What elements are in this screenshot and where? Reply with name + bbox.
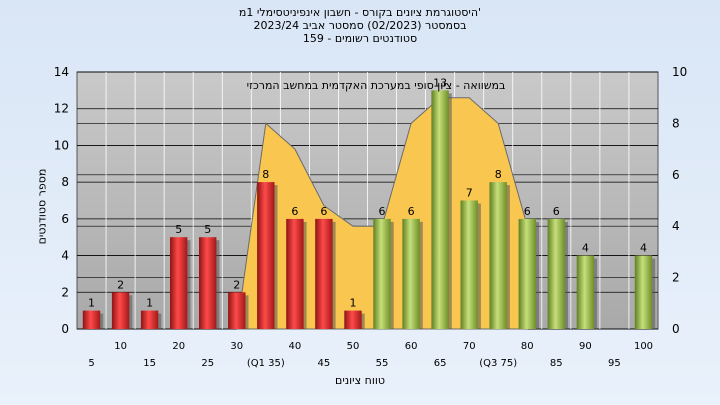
chart-subtitle: במשוואה - ציון סופי במערכת האקדמית במחשב…: [247, 79, 506, 92]
bar-15: [518, 218, 536, 329]
y-tick-label: 10: [54, 138, 69, 152]
x-tick-label: 55: [376, 358, 389, 369]
x-tick-label: (Q1 35): [247, 358, 285, 369]
bar-value-label: 6: [408, 205, 415, 218]
bar-value-label: 1: [146, 297, 153, 310]
bar-value-label: 7: [466, 187, 473, 200]
x-tick-label: 20: [172, 341, 185, 352]
bar-0: [82, 310, 101, 329]
bar-value-label: 5: [204, 223, 211, 236]
bar-7: [286, 218, 304, 329]
x-tick-label: 85: [550, 358, 563, 369]
chart-title-block: היסטוגרמת ציונים בקורס - חשבון אינפיניטס…: [0, 6, 720, 45]
y-axis-title-wrap: מספר סטודנטים: [18, 120, 49, 300]
bar-value-label: 1: [88, 297, 95, 310]
x-tick-label: 10: [114, 341, 127, 352]
area-series-shape: [236, 97, 528, 330]
x-tick-label: 65: [434, 358, 447, 369]
bars-group: [82, 90, 656, 330]
x-tick-label: 30: [230, 341, 243, 352]
y-tick-label: 0: [61, 322, 69, 336]
bar-4: [199, 237, 217, 329]
x-tick-label: 25: [201, 358, 214, 369]
y-axis-title: מספר סטודנטים: [35, 168, 49, 245]
bar-2: [140, 310, 159, 329]
y-tick-label: 6: [61, 212, 69, 226]
bar-value-label: 13: [433, 76, 447, 89]
bar-19: [634, 255, 653, 329]
bar-13: [460, 200, 478, 329]
bar-9: [344, 310, 362, 329]
x-tick-label: 90: [579, 341, 592, 352]
bar-3: [170, 237, 188, 329]
bar-10: [373, 218, 391, 329]
bar-value-label: 2: [117, 278, 124, 291]
bar-value-label: 6: [320, 205, 327, 218]
x-tick-label: 15: [143, 358, 156, 369]
bar-value-label: 1: [350, 297, 357, 310]
bar-value-label: 6: [291, 205, 298, 218]
x-tick-label: 45: [318, 358, 331, 369]
bar-value-label: 6: [553, 205, 560, 218]
y2-tick-label: 0: [672, 322, 680, 336]
bar-value-label: 6: [524, 205, 531, 218]
bar-value-label: 6: [379, 205, 386, 218]
y-tick-label: 4: [61, 249, 69, 263]
area-series: [236, 97, 528, 330]
x-tick-label: 5: [88, 358, 94, 369]
x-tick-label: 95: [608, 358, 621, 369]
bar-value-label: 5: [175, 223, 182, 236]
x-tick-label: 40: [289, 341, 302, 352]
y-tick-label: 14: [54, 65, 69, 79]
bar-value-label: 8: [262, 168, 269, 181]
x-tick-label: 100: [634, 341, 653, 352]
bar-11: [402, 218, 420, 329]
x-tick-label: 50: [347, 341, 360, 352]
chart-enrolled-line: סטודנטים רשומים - 159: [302, 32, 418, 45]
x-tick-label: 60: [405, 341, 418, 352]
value-labels: 1 2 1 5 5 2 8 6 6 1 6 6 13 7 8 6 6 4 4: [88, 76, 647, 309]
bar-8: [315, 218, 333, 329]
y2-tick-label: 4: [672, 219, 680, 233]
y2-tick-label: 8: [672, 116, 680, 130]
chart-semester-line: בסמסטר (02/2023) סמסטר אביב 2023/24: [253, 19, 467, 32]
bar-value-label: 2: [233, 278, 240, 291]
bar-12: [431, 90, 449, 330]
x-tick-label: (Q3 75): [479, 358, 517, 369]
bar-5: [228, 292, 246, 329]
bar-value-label: 4: [640, 242, 647, 255]
bar-1: [111, 292, 130, 329]
bar-6: [257, 182, 275, 329]
x-tick-label: 80: [521, 341, 534, 352]
x-axis-title: טווח ציונים: [335, 374, 385, 387]
y2-tick-label: 2: [672, 271, 680, 285]
y-tick-label: 2: [61, 285, 69, 299]
chart-title: היסטוגרמת ציונים בקורס - חשבון אינפיניטס…: [238, 6, 482, 19]
x-tick-label: 70: [463, 341, 476, 352]
bar-value-label: 8: [495, 168, 502, 181]
bar-17: [576, 255, 595, 329]
y-tick-label: 12: [54, 102, 69, 116]
y-tick-label: 8: [61, 175, 69, 189]
y2-tick-label: 10: [672, 65, 687, 79]
bar-16: [547, 218, 565, 329]
y2-tick-label: 6: [672, 168, 680, 182]
bar-14: [489, 182, 507, 329]
bar-value-label: 4: [582, 242, 589, 255]
